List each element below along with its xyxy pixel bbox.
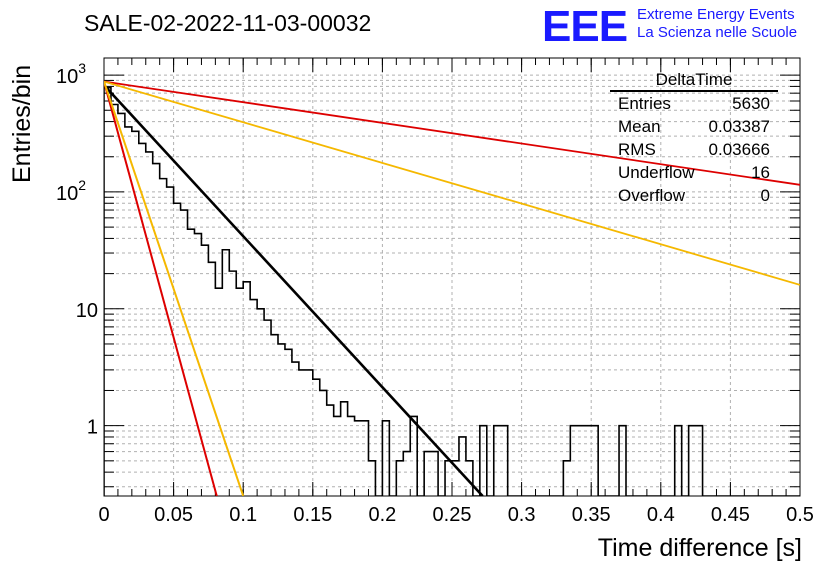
stats-value: 0.03387 bbox=[708, 117, 770, 136]
y-tick-label: 103 bbox=[56, 60, 86, 88]
stats-row-underflow: Underflow 16 bbox=[610, 161, 778, 184]
stats-label: Overflow bbox=[618, 186, 686, 205]
stats-row-overflow: Overflow 0 bbox=[610, 184, 778, 207]
logo-line-2: La Scienza nelle Scuole bbox=[637, 24, 798, 41]
stats-row-mean: Mean 0.03387 bbox=[610, 115, 778, 138]
x-tick-label: 0.5 bbox=[786, 504, 814, 526]
x-tick-label: 0.35 bbox=[572, 504, 611, 526]
y-tick-label: 102 bbox=[56, 177, 86, 205]
stats-box: DeltaTime Entries 5630 Mean 0.03387 RMS … bbox=[610, 70, 778, 207]
eee-logo: EEE bbox=[542, 2, 628, 51]
series-line-red-steep bbox=[104, 81, 218, 496]
stats-label: Entries bbox=[618, 94, 671, 113]
y-tick-label: 1 bbox=[87, 417, 98, 439]
stats-value: 0.03666 bbox=[708, 140, 770, 159]
series-line-fit bbox=[104, 84, 484, 496]
x-tick-label: 0.2 bbox=[368, 504, 396, 526]
series-line-yellow-steep bbox=[104, 81, 245, 496]
x-tick-label: 0.3 bbox=[508, 504, 536, 526]
x-tick-label: 0.1 bbox=[229, 504, 257, 526]
stats-value: 5630 bbox=[732, 94, 770, 113]
stats-row-entries: Entries 5630 bbox=[610, 92, 778, 115]
series-line-red-shallow bbox=[104, 80, 800, 186]
histogram-outline bbox=[104, 86, 800, 496]
x-tick-label: 0 bbox=[98, 504, 109, 526]
logo-line-1: Extreme Energy Events bbox=[637, 6, 795, 23]
y-tick-label: 10 bbox=[76, 300, 98, 322]
x-tick-label: 0.15 bbox=[293, 504, 332, 526]
x-tick-label: 0.25 bbox=[433, 504, 472, 526]
chart-title: SALE-02-2022-11-03-00032 bbox=[84, 10, 372, 36]
stats-title: DeltaTime bbox=[610, 70, 778, 92]
x-tick-label: 0.4 bbox=[647, 504, 675, 526]
stats-label: Underflow bbox=[618, 163, 695, 182]
stats-value: 16 bbox=[751, 163, 770, 182]
stats-value: 0 bbox=[760, 186, 770, 205]
series-line-yellow-shallow bbox=[104, 80, 800, 286]
x-tick-label: 0.45 bbox=[711, 504, 750, 526]
stats-label: RMS bbox=[618, 140, 656, 159]
stats-label: Mean bbox=[618, 117, 661, 136]
stats-row-rms: RMS 0.03666 bbox=[610, 138, 778, 161]
x-axis-label: Time difference [s] bbox=[597, 534, 802, 562]
x-tick-label: 0.05 bbox=[154, 504, 193, 526]
